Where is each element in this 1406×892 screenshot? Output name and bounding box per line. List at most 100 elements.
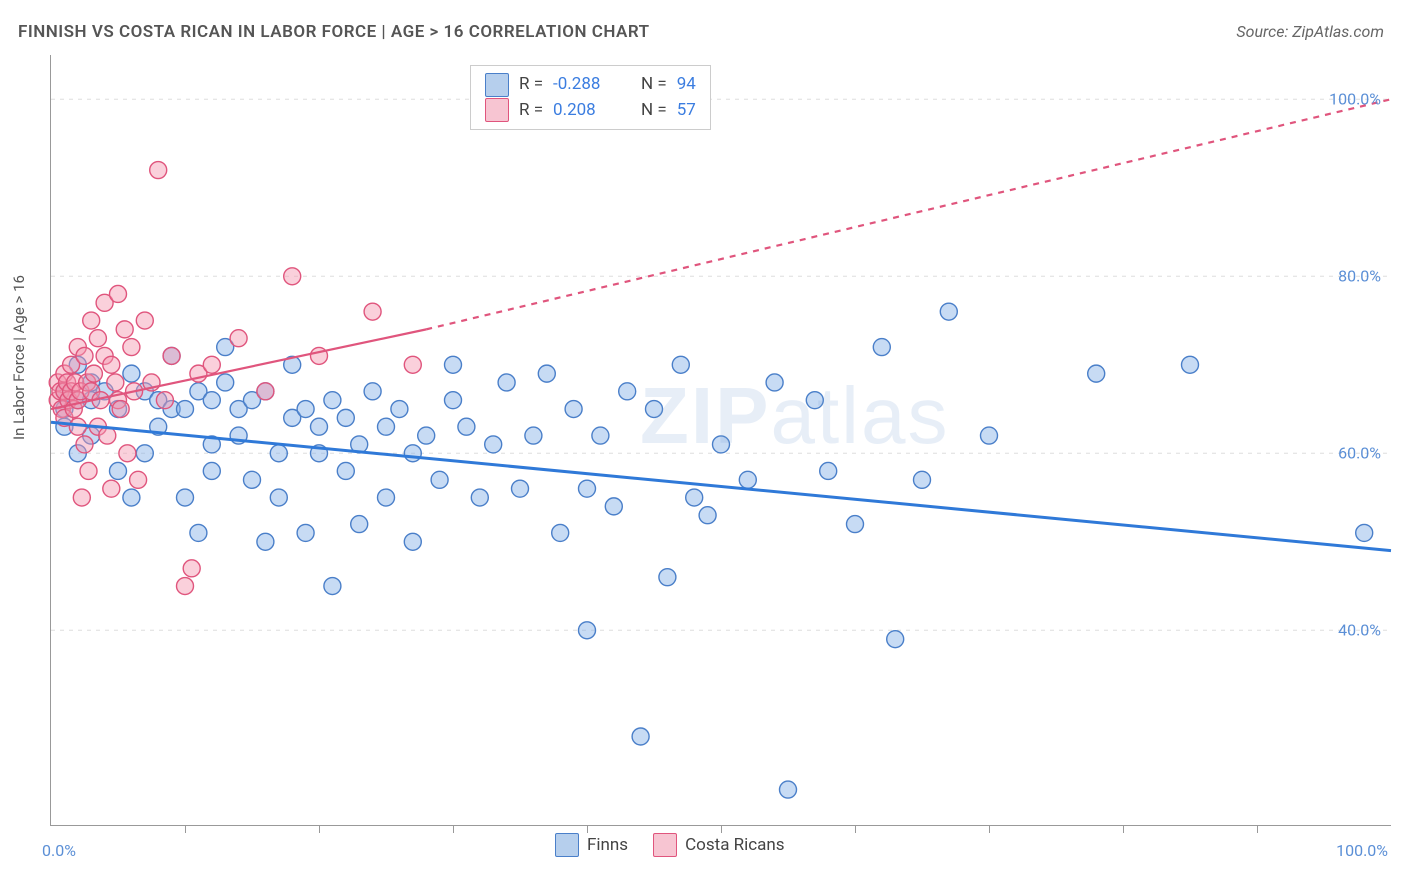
point-finns [565,401,582,418]
legend-item: Finns [555,833,628,857]
point-costaricans [163,347,180,364]
y-tick-label: 60.0% [1338,444,1381,463]
x-tick [1257,825,1258,833]
source-label: Source: ZipAtlas.com [1236,22,1384,41]
chart-container: FINNISH VS COSTA RICAN IN LABOR FORCE | … [0,0,1406,892]
point-finns [324,392,341,409]
point-finns [1356,524,1373,541]
point-finns [940,303,957,320]
point-finns [713,436,730,453]
trend-dashed-costaricans [426,99,1391,329]
point-finns [847,516,864,533]
point-finns [177,489,194,506]
point-costaricans [103,480,120,497]
point-finns [646,401,663,418]
point-finns [739,471,756,488]
point-finns [136,445,153,462]
point-finns [592,427,609,444]
legend-series: Finns Costa Ricans [555,833,785,857]
n-label: N = [641,98,667,124]
point-costaricans [107,374,124,391]
x-tick [1123,825,1124,833]
point-finns [311,418,328,435]
point-finns [887,631,904,648]
point-finns [337,409,354,426]
point-costaricans [76,347,93,364]
point-costaricans [123,339,140,356]
point-finns [981,427,998,444]
y-tick-label: 100.0% [1329,90,1381,109]
n-value: 57 [677,98,696,124]
point-finns [378,418,395,435]
point-finns [203,462,220,479]
x-tick [319,825,320,833]
legend-row: R = 0.208 N = 57 [485,98,696,124]
n-value: 94 [677,72,696,98]
point-finns [686,489,703,506]
point-finns [190,524,207,541]
point-finns [337,462,354,479]
point-costaricans [136,312,153,329]
point-finns [512,480,529,497]
point-finns [297,401,314,418]
r-label: R = [519,72,543,98]
point-finns [431,471,448,488]
point-costaricans [110,285,127,302]
plot-svg [51,55,1391,825]
point-costaricans [284,268,301,285]
point-finns [485,436,502,453]
x-tick [587,825,588,833]
point-finns [297,524,314,541]
point-costaricans [404,356,421,373]
point-finns [699,507,716,524]
legend-label: Costa Ricans [685,835,784,855]
y-tick-label: 40.0% [1338,621,1381,640]
point-finns [914,471,931,488]
point-finns [498,374,515,391]
x-tick [855,825,856,833]
point-costaricans [112,401,129,418]
legend-correlation: R = -0.288 N = 94 R = 0.208 N = 57 [470,65,711,130]
legend-item: Costa Ricans [653,833,784,857]
swatch-pink [653,833,677,857]
point-finns [780,781,797,798]
point-costaricans [177,578,194,595]
x-tick [185,825,186,833]
point-costaricans [203,356,220,373]
point-finns [1182,356,1199,373]
point-finns [404,445,421,462]
legend-row: R = -0.288 N = 94 [485,72,696,98]
r-value: 0.208 [553,98,623,124]
point-costaricans [230,330,247,347]
point-finns [110,462,127,479]
x-tick [721,825,722,833]
n-label: N = [641,72,667,98]
point-finns [579,622,596,639]
point-finns [244,471,261,488]
point-finns [619,383,636,400]
swatch-pink [485,98,509,122]
point-finns [445,356,462,373]
point-costaricans [150,162,167,179]
point-finns [391,401,408,418]
point-finns [378,489,395,506]
point-finns [820,462,837,479]
point-finns [445,392,462,409]
point-costaricans [130,471,147,488]
legend-label: Finns [587,835,628,855]
r-value: -0.288 [553,72,623,98]
point-finns [632,728,649,745]
point-costaricans [80,462,97,479]
point-finns [123,489,140,506]
point-finns [270,445,287,462]
point-finns [203,392,220,409]
point-finns [364,383,381,400]
point-costaricans [116,321,133,338]
x-axis-label-left: 0.0% [42,841,76,860]
point-finns [579,480,596,497]
swatch-blue [485,73,509,97]
point-finns [177,401,194,418]
y-axis-title: In Labor Force | Age > 16 [10,275,28,440]
point-costaricans [119,445,136,462]
point-finns [806,392,823,409]
